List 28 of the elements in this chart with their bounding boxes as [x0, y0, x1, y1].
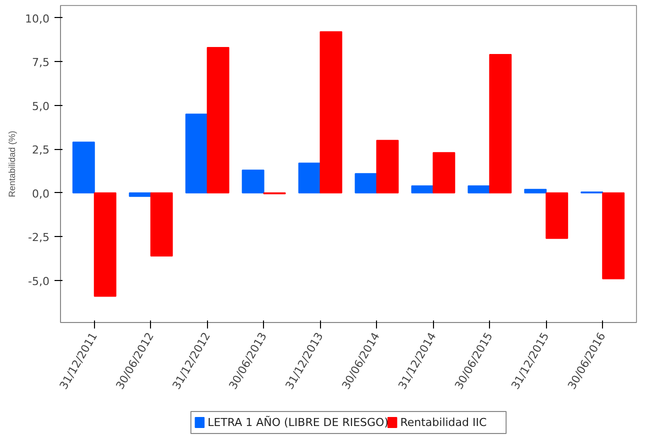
bar [94, 192, 116, 297]
bar [468, 185, 490, 194]
bar [206, 47, 230, 194]
bar [524, 188, 547, 194]
bar [489, 54, 512, 194]
y-tick-label: 2,5 [32, 144, 50, 157]
y-tick-label: -5,0 [28, 274, 50, 288]
bar [432, 152, 456, 194]
y-tick-label: 5,0 [32, 100, 50, 113]
y-tick-label: 10,0 [25, 12, 50, 26]
y-tick-label: -2,5 [28, 231, 50, 244]
bar [376, 140, 399, 194]
legend-label: LETRA 1 AÑO (LIBRE DE RIESGO) [208, 415, 389, 429]
legend-label: Rentabilidad IIC [400, 416, 487, 429]
bar [298, 162, 321, 194]
y-tick-label: 0,0 [32, 187, 50, 200]
bar [546, 192, 568, 239]
y-tick-label: 7,5 [32, 56, 50, 70]
bar [72, 142, 95, 194]
bar [128, 192, 152, 197]
bar [411, 185, 434, 194]
bar [354, 173, 378, 194]
bar [320, 31, 342, 194]
bar [185, 114, 208, 194]
bar [150, 192, 173, 256]
y-axis-title: Rentabilidad (%) [7, 130, 18, 198]
bar [602, 192, 625, 280]
bar [242, 170, 264, 194]
